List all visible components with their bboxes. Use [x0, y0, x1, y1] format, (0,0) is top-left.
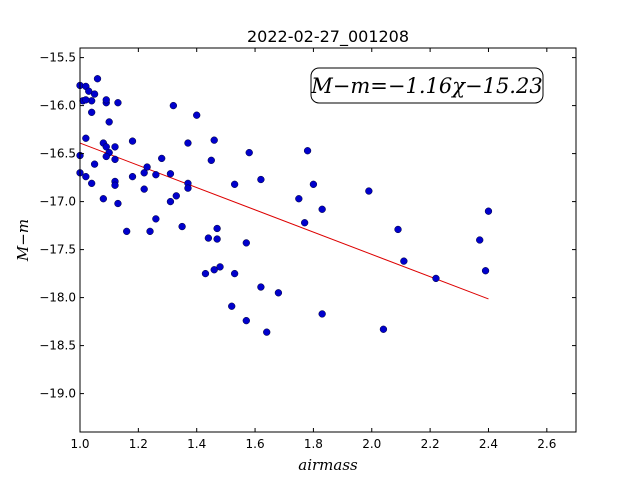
x-tick-label: 2.0: [362, 437, 381, 451]
y-tick-label: −16.5: [39, 147, 76, 161]
data-point: [93, 75, 102, 83]
data-point: [230, 269, 239, 278]
x-tick-label: 2.2: [421, 437, 440, 451]
y-tick-label: −19.0: [39, 387, 76, 401]
data-point: [303, 147, 312, 155]
data-point: [257, 283, 265, 291]
x-axis-ticks: 1.0 1.2 1.4 1.6 1.8 2.0 2.2 2.4 2.6: [70, 48, 556, 451]
fit-equation: M−m=−1.16χ−15.23: [310, 74, 542, 98]
data-point: [242, 316, 250, 325]
data-point: [245, 148, 253, 157]
y-tick-label: −18.5: [39, 339, 76, 353]
data-points: [76, 75, 493, 336]
data-point: [90, 90, 99, 98]
fit-equation-box: M−m=−1.16χ−15.23: [310, 67, 544, 104]
y-tick-label: −15.5: [39, 51, 76, 65]
data-point: [263, 328, 271, 336]
x-axis-label: airmass: [298, 456, 358, 474]
data-point: [152, 171, 160, 179]
plot-frame: [79, 47, 577, 433]
y-axis-ticks: −15.5 −16.0 −16.5 −17.0 −17.5 −18.0 −18.5 −19.0: [39, 51, 576, 401]
data-point: [169, 101, 178, 110]
data-point: [365, 187, 373, 195]
data-point: [201, 269, 210, 278]
data-point: [102, 96, 110, 104]
data-point: [152, 215, 160, 223]
data-point: [213, 235, 221, 243]
data-point: [230, 180, 239, 188]
data-point: [481, 267, 490, 275]
data-point: [114, 199, 122, 208]
data-point: [102, 143, 110, 151]
data-point: [394, 225, 402, 234]
data-point: [123, 227, 131, 236]
data-point: [184, 184, 192, 192]
data-point: [476, 236, 484, 244]
data-point: [82, 172, 90, 181]
data-point: [204, 234, 213, 242]
x-tick-label: 1.0: [70, 437, 89, 451]
data-point: [318, 310, 326, 318]
data-point: [140, 169, 148, 177]
x-tick-label: 2.6: [537, 437, 556, 451]
fit-equation-frame: [310, 67, 544, 104]
data-point: [172, 192, 180, 200]
data-point: [207, 156, 215, 164]
data-point: [309, 180, 318, 188]
y-tick-label: −18.0: [39, 291, 76, 305]
data-point: [99, 195, 107, 203]
data-point: [400, 257, 408, 265]
x-tick-label: 1.8: [304, 437, 323, 451]
data-point: [242, 239, 250, 247]
data-point: [301, 219, 309, 227]
data-point: [213, 224, 221, 233]
data-point: [82, 96, 90, 104]
plot-area: [76, 47, 577, 433]
data-point: [143, 163, 151, 171]
data-point: [379, 325, 388, 333]
data-point: [90, 160, 99, 168]
data-point: [484, 207, 493, 215]
data-point: [274, 289, 283, 297]
data-point: [102, 152, 110, 161]
data-point: [216, 263, 224, 271]
data-point: [111, 181, 119, 189]
data-point: [82, 134, 90, 142]
data-point: [88, 108, 96, 116]
data-point: [257, 175, 265, 184]
data-point: [140, 185, 148, 193]
data-point: [193, 111, 201, 119]
x-tick-label: 1.4: [187, 437, 206, 451]
y-axis-label: M−m: [14, 219, 32, 262]
data-point: [111, 155, 119, 164]
y-tick-label: −17.5: [39, 243, 76, 257]
data-point: [128, 172, 137, 181]
chart-title: 2022-02-27_001208: [247, 27, 409, 47]
data-point: [184, 139, 192, 147]
data-point: [111, 143, 119, 151]
data-point: [166, 170, 175, 178]
x-tick-label: 1.2: [129, 437, 148, 451]
y-tick-label: −16.0: [39, 99, 76, 113]
data-point: [166, 197, 175, 206]
data-point: [228, 302, 236, 310]
data-point: [178, 222, 186, 231]
data-point: [88, 179, 96, 188]
data-point: [85, 87, 93, 95]
data-point: [432, 274, 440, 283]
data-point: [318, 205, 326, 213]
data-point: [210, 136, 218, 144]
data-point: [128, 137, 137, 145]
x-tick-label: 2.4: [479, 437, 498, 451]
data-point: [105, 118, 113, 126]
data-point: [158, 154, 166, 163]
data-point: [210, 266, 218, 274]
data-point: [146, 227, 154, 236]
x-tick-label: 1.6: [246, 437, 265, 451]
data-point: [295, 195, 303, 203]
data-point: [114, 99, 122, 107]
y-tick-label: −17.0: [39, 195, 76, 209]
